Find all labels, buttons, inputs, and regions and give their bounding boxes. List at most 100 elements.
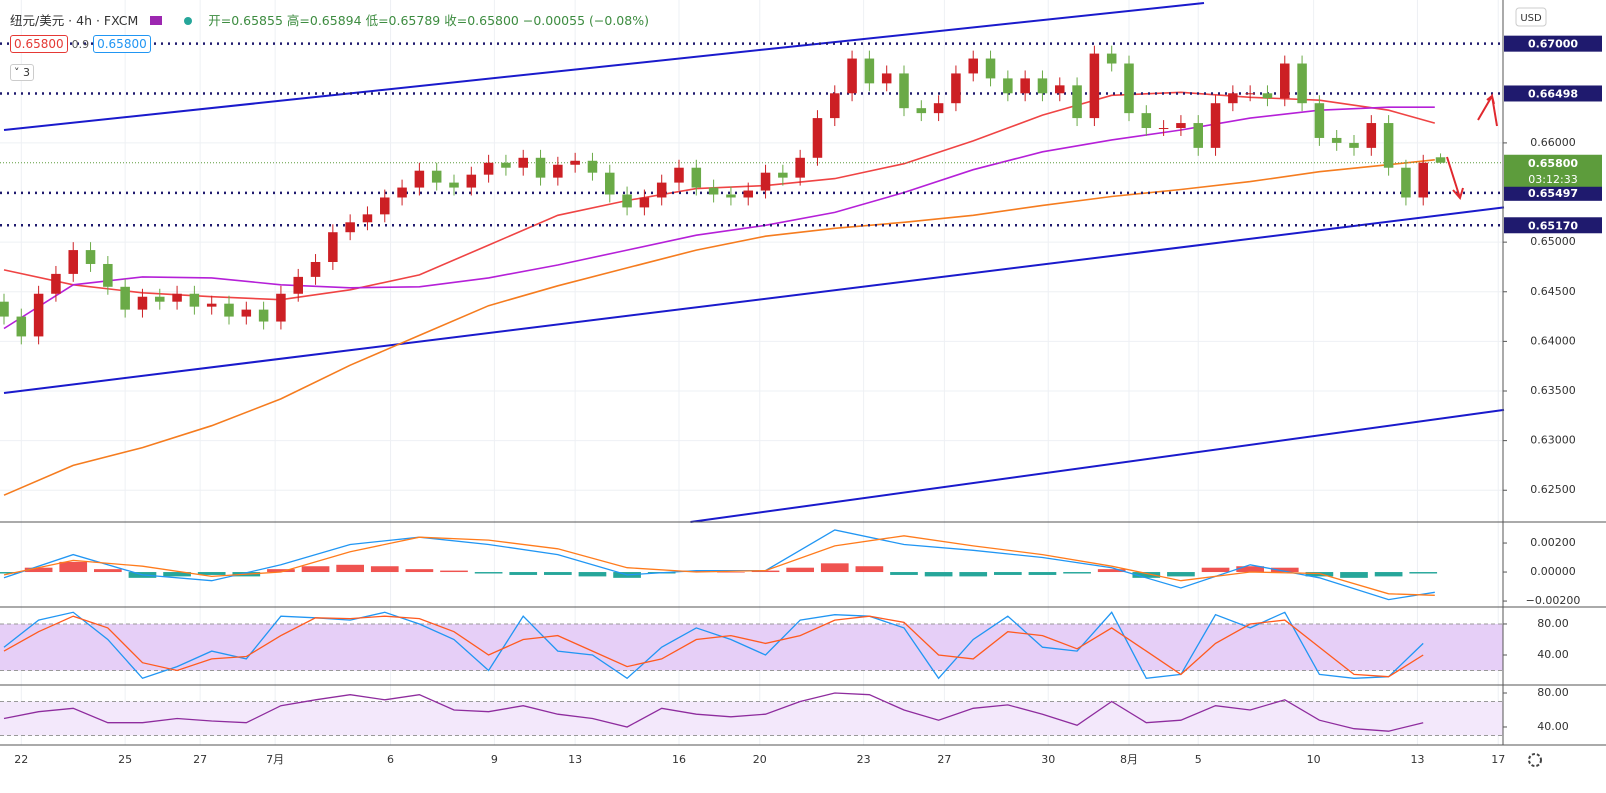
candle-body <box>276 293 286 322</box>
indicators-toggle[interactable]: ˅ 3 <box>10 64 34 81</box>
line <box>3 611 1424 680</box>
histogram-bar <box>1097 569 1126 573</box>
candle-body <box>1366 123 1377 148</box>
x-tick-label: 22 <box>14 753 28 766</box>
candle-body <box>172 293 182 302</box>
candle-body <box>795 157 805 178</box>
candle-body <box>345 222 355 233</box>
histogram-bar <box>94 569 122 573</box>
candle-body <box>1210 103 1221 148</box>
x-tick-label: 25 <box>118 753 132 766</box>
histogram-bar <box>1236 566 1264 573</box>
candle-body <box>189 293 200 307</box>
candle-body <box>1124 63 1134 114</box>
level-label-bg <box>1504 184 1602 201</box>
x-tick-label: 27 <box>193 753 207 766</box>
candle-body <box>656 182 667 198</box>
currency-box[interactable] <box>1515 7 1547 27</box>
level-label-bg <box>1504 217 1602 234</box>
x-tick-label: 20 <box>753 753 767 766</box>
x-tick-label: 6 <box>387 753 394 766</box>
y-tick-label: −0.00200 <box>1526 594 1581 607</box>
histogram-bar <box>509 572 538 575</box>
candle-body <box>380 197 390 215</box>
y-tick-label: 0.63500 <box>1530 384 1576 397</box>
histogram-bar <box>786 567 814 573</box>
histogram-bar <box>1132 572 1161 578</box>
candle-body <box>155 296 165 302</box>
candle-body <box>1158 128 1169 130</box>
candle-body <box>1297 63 1307 104</box>
candle-body <box>1106 53 1117 64</box>
y-tick-label: 80.00 <box>1537 617 1569 630</box>
flag[interactable] <box>150 16 163 25</box>
level-label: 0.66498 <box>1528 87 1578 100</box>
candle-body <box>0 301 9 317</box>
candle-body <box>310 261 321 277</box>
trade-row: 0.65800 0.9 0.65800 <box>10 35 151 53</box>
candle-body <box>1228 93 1238 104</box>
candle-body <box>933 103 944 114</box>
candle-body <box>258 309 269 322</box>
candle-body <box>362 214 373 223</box>
y-tick-label: 0.63000 <box>1530 434 1576 447</box>
histogram-bar <box>197 572 226 575</box>
candle-body <box>760 172 771 191</box>
candle-body <box>1331 137 1342 143</box>
histogram-bar <box>994 572 1022 575</box>
sell-button[interactable]: 0.65800 <box>10 35 68 53</box>
settings-icon[interactable] <box>1528 753 1542 767</box>
open: 开=0.65855 <box>208 13 283 28</box>
candle-body <box>847 58 857 94</box>
close: 收=0.65800 <box>444 13 519 28</box>
candle-body <box>1435 157 1446 163</box>
x-tick-label: 8月 <box>1120 753 1138 766</box>
candle-body <box>691 167 702 188</box>
candle-body <box>1280 63 1290 99</box>
candle-body <box>397 187 407 198</box>
countdown: 03:12:33 <box>1528 173 1577 186</box>
histogram-bar <box>820 563 849 573</box>
y-tick-label: 0.00200 <box>1530 536 1576 549</box>
line <box>3 2 1205 131</box>
histogram-bar <box>24 567 53 573</box>
candle-body <box>1418 162 1428 198</box>
line <box>690 408 1505 523</box>
line <box>3 615 1424 678</box>
level-label-bg <box>1504 85 1602 102</box>
candle-body <box>535 157 546 178</box>
candle-body <box>414 170 425 188</box>
candle-body <box>1176 123 1186 129</box>
candle-body <box>1055 85 1065 94</box>
candle-body <box>1383 123 1394 168</box>
histogram-bar <box>59 561 88 573</box>
histogram-bar <box>1340 572 1368 578</box>
histogram-bar <box>717 572 745 573</box>
histogram-bar <box>855 566 884 573</box>
candle-body <box>1037 78 1048 94</box>
band <box>0 701 1503 736</box>
candle-body <box>570 160 580 165</box>
x-tick-label: 10 <box>1307 753 1321 766</box>
level-label: 0.67000 <box>1528 38 1578 51</box>
candle-body <box>951 73 961 104</box>
high: 高=0.65894 <box>286 13 362 28</box>
histogram-bar <box>1305 572 1334 577</box>
x-tick-label: 16 <box>672 753 686 766</box>
candle-body <box>743 190 753 198</box>
buy-button[interactable]: 0.65800 <box>93 35 151 53</box>
level-label: 0.65497 <box>1528 187 1578 200</box>
line <box>3 529 1435 601</box>
candle-body <box>431 170 442 183</box>
candle-body <box>864 58 875 84</box>
candle-body <box>483 162 494 175</box>
candle-body <box>518 157 528 168</box>
candle-body <box>587 160 598 173</box>
candle-body <box>103 263 113 287</box>
histogram-bar <box>1063 572 1091 574</box>
candle-body <box>1003 78 1013 94</box>
candle-body <box>293 276 303 294</box>
candle-body <box>1401 167 1411 198</box>
